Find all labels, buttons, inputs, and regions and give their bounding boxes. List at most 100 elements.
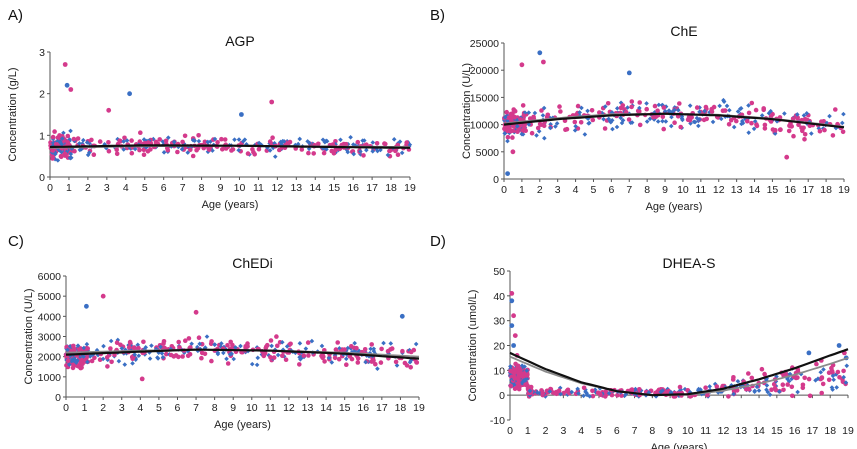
data-point [335, 340, 341, 345]
data-point [179, 146, 185, 152]
data-point [338, 137, 343, 143]
x-tick-label: 5 [596, 425, 602, 437]
data-point [80, 141, 85, 146]
data-point [160, 355, 166, 360]
data-point [58, 153, 64, 159]
data-point [67, 155, 73, 161]
data-point [141, 147, 147, 153]
data-point [399, 150, 405, 156]
data-point [361, 138, 367, 143]
data-point [77, 141, 82, 146]
chart-title: DHEA-S [663, 255, 716, 271]
x-tick-label: 14 [753, 425, 765, 437]
data-point [284, 344, 290, 349]
data-point [734, 118, 739, 124]
y-axis-label: Concentration (U/L) [23, 289, 35, 385]
data-point [637, 122, 643, 128]
x-tick-label: 5 [156, 402, 162, 414]
data-point [161, 341, 166, 346]
data-point [545, 112, 551, 118]
data-point [143, 345, 149, 350]
data-point [225, 343, 230, 348]
data-point [731, 375, 736, 380]
data-point [232, 137, 237, 142]
data-point [522, 110, 528, 116]
data-point [393, 148, 398, 154]
data-point [147, 356, 153, 361]
x-tick-label: 16 [357, 402, 369, 414]
data-point [108, 346, 113, 351]
data-point [363, 359, 368, 365]
data-point [84, 140, 90, 145]
data-point [660, 103, 666, 108]
x-tick-label: 18 [820, 184, 832, 196]
data-point [122, 362, 128, 367]
x-tick-label: 11 [695, 184, 706, 196]
data-point [768, 119, 774, 124]
data-point [261, 353, 267, 359]
y-tick-label: 30 [493, 316, 505, 328]
data-point [519, 131, 525, 137]
data-point [342, 347, 347, 352]
data-point [729, 383, 734, 388]
data-point [321, 150, 327, 156]
data-point [843, 380, 849, 385]
x-tick-label: 5 [591, 184, 597, 196]
x-tick-label: 4 [573, 184, 579, 196]
data-point [513, 361, 518, 367]
data-point [130, 356, 135, 362]
data-point [819, 375, 825, 381]
data-point [745, 116, 751, 121]
data-point [297, 362, 302, 367]
data-point [370, 148, 376, 154]
data-point [802, 132, 808, 137]
data-point [231, 356, 237, 362]
y-tick-label: 0 [493, 174, 499, 186]
data-point [629, 99, 635, 104]
x-tick-label: 7 [626, 184, 632, 196]
data-point [509, 114, 515, 120]
data-point [807, 393, 813, 399]
data-point [620, 103, 626, 108]
data-point [609, 392, 615, 398]
data-point [786, 128, 792, 134]
data-point [264, 344, 269, 349]
data-point [349, 344, 354, 349]
data-point [348, 134, 353, 140]
data-point [841, 111, 846, 117]
data-point [579, 105, 584, 111]
x-tick-label: 9 [662, 184, 668, 196]
data-point [68, 151, 74, 157]
data-point [309, 338, 315, 344]
data-point [672, 107, 677, 113]
data-point [197, 341, 203, 347]
data-point [749, 375, 755, 381]
x-tick-label: 3 [119, 402, 125, 414]
data-point-outlier [509, 291, 515, 296]
data-point [502, 131, 507, 136]
x-tick-label: 4 [137, 402, 143, 414]
data-point [535, 390, 540, 395]
x-tick-label: 8 [199, 182, 205, 194]
data-point [77, 147, 83, 153]
data-point [68, 128, 73, 134]
data-point [195, 344, 200, 350]
data-point [81, 345, 87, 351]
data-point [329, 360, 335, 365]
data-point [610, 126, 615, 132]
x-tick-label: 2 [85, 182, 91, 194]
data-point [268, 338, 274, 343]
data-point [764, 387, 769, 393]
data-point [791, 133, 796, 139]
x-tick-label: 6 [608, 184, 614, 196]
y-tick-label: -10 [490, 415, 505, 427]
data-point [132, 146, 138, 152]
y-tick-label: 15000 [470, 92, 499, 104]
data-point [835, 369, 841, 375]
data-point [209, 358, 214, 364]
data-point [589, 108, 595, 113]
data-point [505, 127, 510, 133]
x-tick-label: 14 [749, 184, 761, 196]
data-point [795, 389, 800, 395]
